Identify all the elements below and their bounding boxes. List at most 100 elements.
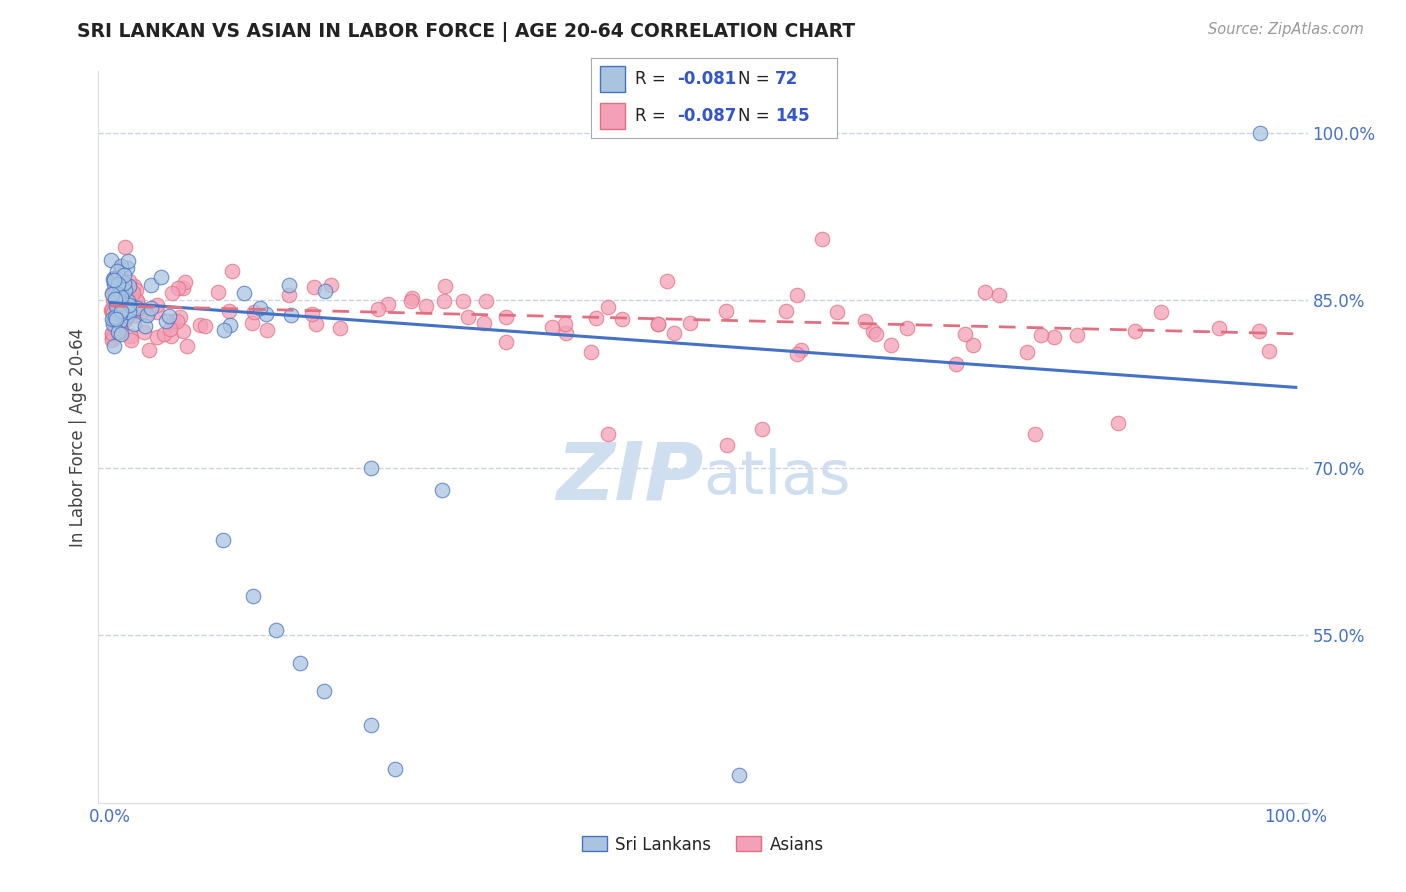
Point (360, 717, 382, 731)
Point (105, 318, 128, 333)
Point (242, 317, 264, 331)
Point (825, 305, 848, 319)
Point (101, 333, 124, 347)
Point (790, 343, 813, 357)
Text: SRI LANKAN VS ASIAN IN LABOR FORCE | AGE 20-64 CORRELATION CHART: SRI LANKAN VS ASIAN IN LABOR FORCE | AGE… (77, 22, 855, 42)
Point (114, 301, 136, 316)
Point (962, 338, 984, 352)
Point (312, 684, 335, 698)
Point (104, 271, 127, 285)
Text: ZIP: ZIP (555, 438, 703, 516)
Point (194, 318, 217, 333)
Point (105, 275, 128, 289)
Point (122, 317, 145, 331)
Point (555, 326, 578, 340)
Point (107, 291, 129, 305)
Point (138, 343, 160, 357)
Point (125, 283, 148, 297)
Point (115, 309, 138, 323)
Point (110, 324, 132, 338)
Point (157, 309, 180, 323)
Point (107, 287, 129, 301)
Point (110, 324, 132, 338)
Point (174, 276, 197, 290)
Point (110, 261, 132, 276)
Point (1249, 324, 1271, 338)
Text: N =: N = (738, 70, 775, 87)
Point (103, 339, 125, 353)
Point (150, 270, 173, 285)
Point (117, 274, 139, 288)
Point (474, 293, 496, 308)
Point (114, 313, 136, 327)
Point (280, 308, 302, 322)
Point (1150, 305, 1173, 319)
Point (242, 589, 264, 603)
Point (100, 286, 122, 301)
Point (159, 328, 181, 343)
Point (277, 288, 299, 302)
Point (1043, 330, 1066, 344)
Point (451, 293, 474, 308)
Point (585, 310, 607, 325)
Point (855, 314, 877, 328)
Point (655, 274, 678, 288)
Point (124, 300, 146, 314)
Point (103, 277, 125, 292)
Point (188, 318, 211, 333)
Point (105, 290, 128, 304)
Point (107, 286, 129, 301)
Point (101, 272, 124, 286)
Text: R =: R = (636, 70, 671, 87)
Point (101, 305, 124, 319)
Point (212, 322, 235, 336)
Point (117, 298, 139, 312)
Point (134, 319, 156, 334)
Point (232, 286, 254, 301)
Bar (600, 103, 624, 128)
Point (117, 294, 139, 309)
Point (751, 422, 773, 436)
Point (104, 299, 127, 313)
Point (110, 327, 132, 342)
Point (775, 304, 797, 318)
Point (107, 325, 129, 339)
Point (103, 312, 125, 326)
Point (647, 318, 669, 332)
Point (169, 310, 191, 324)
Point (120, 306, 142, 320)
Point (100, 327, 122, 342)
Point (256, 307, 278, 321)
Point (101, 318, 124, 332)
Point (124, 278, 146, 293)
Point (112, 276, 135, 290)
Point (100, 286, 122, 301)
Point (401, 291, 423, 305)
Point (974, 285, 997, 299)
Text: 72: 72 (775, 70, 799, 87)
Point (579, 345, 602, 359)
Point (114, 268, 136, 282)
Point (105, 312, 128, 326)
Point (1208, 321, 1230, 335)
Point (727, 768, 749, 782)
Point (105, 293, 128, 307)
Point (101, 306, 124, 320)
Point (122, 285, 145, 300)
Point (114, 312, 136, 326)
Point (221, 264, 243, 278)
Point (114, 283, 136, 297)
Point (110, 259, 132, 273)
Point (132, 303, 155, 318)
Point (107, 270, 129, 285)
Point (153, 326, 176, 341)
Point (121, 328, 143, 343)
Point (1066, 328, 1088, 343)
Point (114, 240, 136, 254)
Point (472, 316, 495, 330)
Point (277, 278, 299, 293)
Point (596, 300, 619, 314)
Legend: Sri Lankans, Asians: Sri Lankans, Asians (575, 829, 831, 860)
Point (135, 307, 157, 321)
Point (110, 292, 132, 306)
